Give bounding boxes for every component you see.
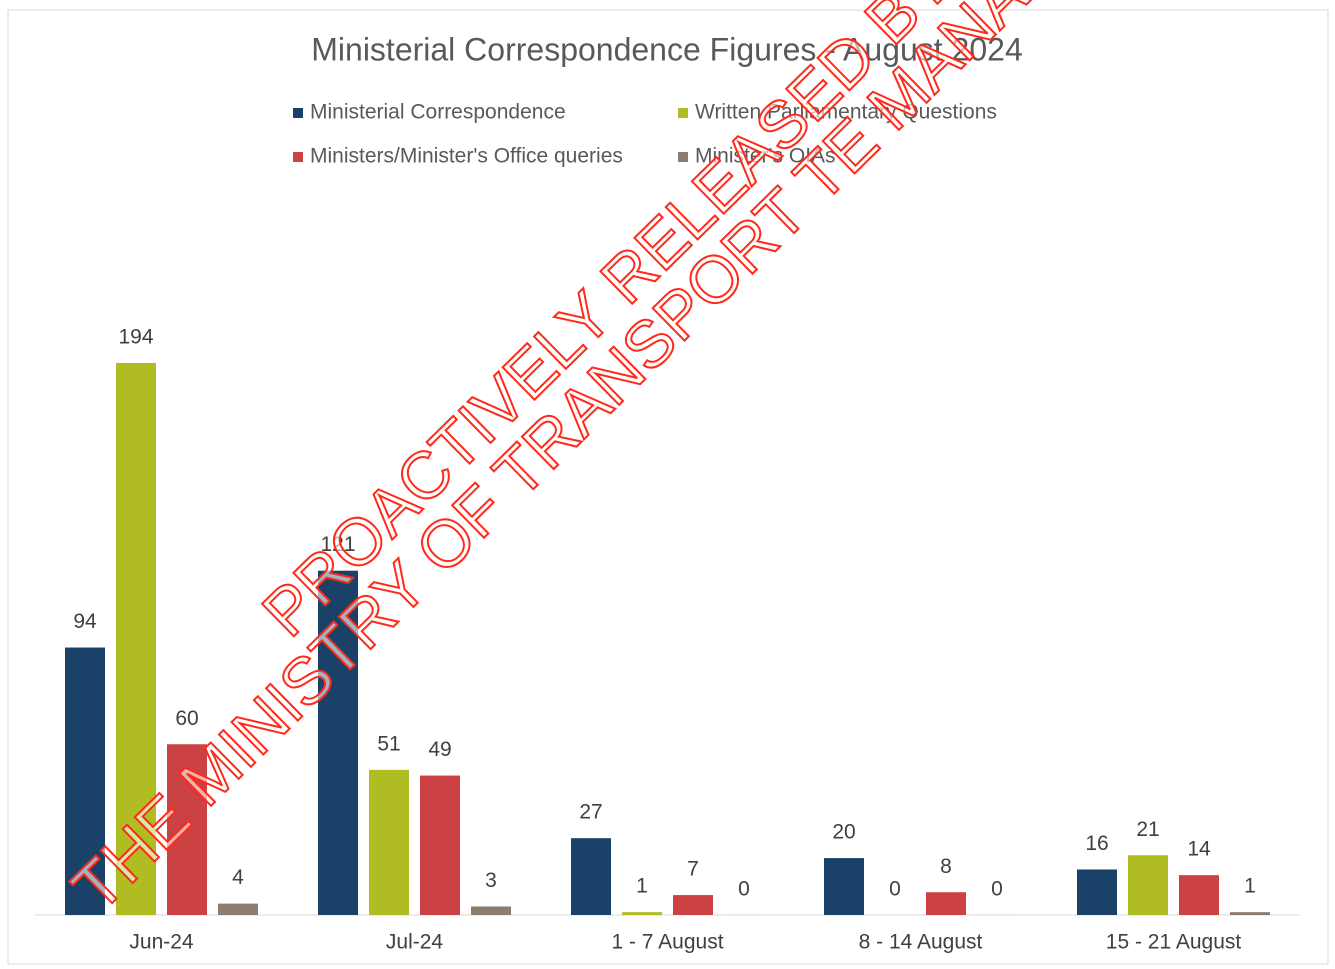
bar: [673, 895, 713, 915]
x-tick-label: 15 - 21 August: [1106, 931, 1242, 954]
data-label: 0: [889, 878, 901, 901]
bar: [571, 838, 611, 915]
data-label: 21: [1136, 818, 1159, 841]
bar: [622, 912, 662, 915]
data-label: 3: [485, 869, 497, 892]
bar: [1179, 875, 1219, 915]
bar: [471, 906, 511, 915]
bar: [65, 647, 105, 915]
data-label: 4: [232, 866, 244, 889]
bar: [116, 362, 156, 915]
data-label: 1: [636, 875, 648, 898]
chart-title: Ministerial Correspondence Figures - Aug…: [311, 31, 1022, 67]
bar: [1230, 912, 1270, 915]
bar: [824, 858, 864, 915]
legend-label: Written Parliamentary Questions: [695, 101, 997, 124]
legend-label: Minister's OIAs: [695, 145, 836, 168]
data-label: 49: [428, 738, 451, 761]
data-label: 1: [1244, 875, 1256, 898]
data-label: 94: [73, 610, 97, 633]
data-label: 7: [687, 858, 699, 881]
data-label: 14: [1187, 838, 1211, 861]
x-tick-label: Jul-24: [386, 931, 444, 954]
data-label: 51: [377, 732, 400, 755]
legend-swatch: [678, 152, 688, 162]
legend-swatch: [293, 152, 303, 162]
data-label: 27: [579, 801, 602, 824]
bar: [420, 775, 460, 915]
data-label: 0: [738, 878, 750, 901]
data-label: 20: [832, 821, 855, 844]
legend-label: Ministers/Minister's Office queries: [310, 145, 623, 168]
legend-swatch: [293, 108, 303, 118]
legend-label: Ministerial Correspondence: [310, 101, 566, 124]
bar: [1128, 855, 1168, 915]
legend-swatch: [678, 108, 688, 118]
x-tick-label: Jun-24: [129, 931, 194, 954]
bar: [1077, 869, 1117, 915]
bar: [369, 769, 409, 915]
bar: [167, 744, 207, 915]
x-tick-label: 8 - 14 August: [859, 931, 983, 954]
data-label: 60: [175, 707, 198, 730]
data-label: 194: [118, 326, 153, 349]
data-label: 0: [991, 878, 1003, 901]
bar: [926, 892, 966, 915]
data-label: 121: [320, 533, 355, 556]
chart-frame: [7, 9, 1329, 965]
data-label: 8: [940, 855, 952, 878]
bar: [218, 903, 258, 915]
data-label: 16: [1085, 832, 1108, 855]
x-tick-label: 1 - 7 August: [611, 931, 723, 954]
bar: [318, 570, 358, 915]
